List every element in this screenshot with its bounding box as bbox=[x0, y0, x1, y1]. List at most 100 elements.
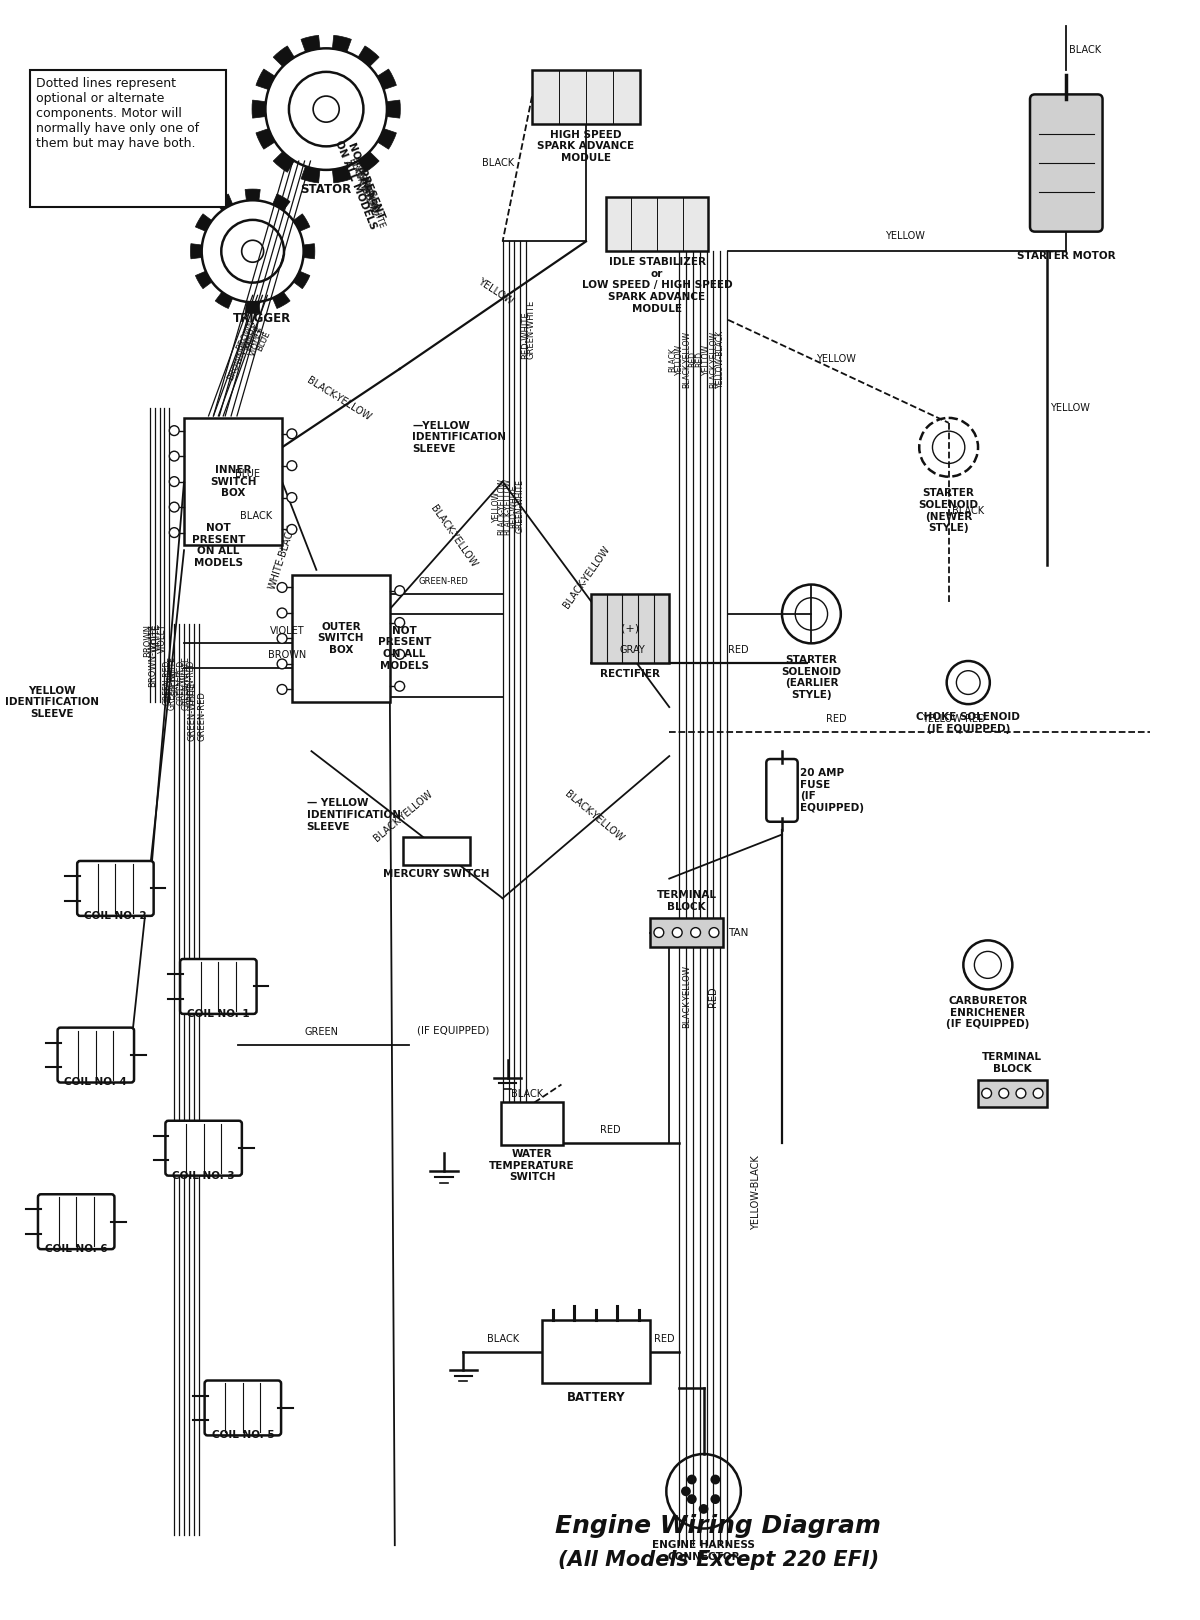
Text: COIL NO. 3: COIL NO. 3 bbox=[173, 1171, 235, 1181]
Text: VIOLET: VIOLET bbox=[158, 624, 167, 653]
Text: Engine Wiring Diagram: Engine Wiring Diagram bbox=[556, 1513, 881, 1537]
Text: BLACK: BLACK bbox=[668, 347, 677, 371]
Text: COIL NO. 1: COIL NO. 1 bbox=[187, 1009, 250, 1019]
Circle shape bbox=[169, 452, 179, 462]
Text: NOT
PRESENT
ON ALL
MODELS: NOT PRESENT ON ALL MODELS bbox=[378, 625, 431, 671]
Wedge shape bbox=[377, 70, 396, 89]
Wedge shape bbox=[332, 36, 352, 52]
Circle shape bbox=[287, 525, 296, 535]
Bar bbox=[292, 575, 390, 701]
Text: YELLOW-BLACK: YELLOW-BLACK bbox=[750, 1155, 761, 1230]
Text: YELLOW: YELLOW bbox=[492, 491, 500, 522]
Text: YELLOW: YELLOW bbox=[884, 232, 924, 241]
Text: BLACK: BLACK bbox=[1069, 45, 1102, 55]
Bar bbox=[606, 198, 708, 251]
Circle shape bbox=[169, 502, 179, 512]
Bar bbox=[532, 70, 640, 123]
Text: OUTER
SWITCH
BOX: OUTER SWITCH BOX bbox=[318, 622, 364, 654]
Wedge shape bbox=[215, 292, 233, 308]
Text: STARTER MOTOR: STARTER MOTOR bbox=[1016, 251, 1116, 261]
FancyBboxPatch shape bbox=[180, 959, 257, 1014]
Text: YELLOW: YELLOW bbox=[674, 343, 684, 374]
Circle shape bbox=[277, 583, 287, 593]
Circle shape bbox=[672, 928, 682, 938]
Text: BLUE: BLUE bbox=[235, 468, 260, 478]
Text: ENGINE HARNESS
CONNECTOR: ENGINE HARNESS CONNECTOR bbox=[652, 1541, 755, 1562]
Circle shape bbox=[277, 659, 287, 669]
Text: RED-WHITE: RED-WHITE bbox=[521, 311, 529, 360]
Text: CHOKE SOLENOID
(IF EQUIPPED): CHOKE SOLENOID (IF EQUIPPED) bbox=[917, 711, 1020, 734]
Circle shape bbox=[710, 1494, 720, 1503]
FancyBboxPatch shape bbox=[38, 1194, 114, 1249]
Circle shape bbox=[395, 586, 404, 596]
Text: BATTERY: BATTERY bbox=[566, 1392, 625, 1405]
Bar bbox=[542, 1320, 649, 1383]
Text: GREEN-WHITE: GREEN-WHITE bbox=[182, 656, 191, 710]
Circle shape bbox=[169, 528, 179, 538]
Text: RED: RED bbox=[696, 352, 704, 368]
Text: COIL NO. 6: COIL NO. 6 bbox=[44, 1244, 108, 1254]
Text: STARTER
SOLENOID
(EARLIER
STYLE): STARTER SOLENOID (EARLIER STYLE) bbox=[781, 654, 841, 700]
Text: RED-WHITE: RED-WHITE bbox=[353, 167, 378, 214]
Circle shape bbox=[654, 928, 664, 938]
Circle shape bbox=[241, 240, 264, 262]
Text: RED-YELLOW: RED-YELLOW bbox=[349, 162, 378, 214]
Wedge shape bbox=[256, 128, 275, 149]
FancyBboxPatch shape bbox=[58, 1027, 134, 1082]
Text: STATOR: STATOR bbox=[300, 183, 352, 196]
Text: —YELLOW
IDENTIFICATION
SLEEVE: —YELLOW IDENTIFICATION SLEEVE bbox=[413, 421, 506, 454]
Text: BLACK-YELLOW: BLACK-YELLOW bbox=[347, 157, 378, 219]
Text: STARTER
SOLENOID
(NEWER
STYLE): STARTER SOLENOID (NEWER STYLE) bbox=[919, 489, 979, 533]
Circle shape bbox=[998, 1089, 1009, 1098]
Text: BLACK: BLACK bbox=[240, 510, 272, 522]
Text: YELLOW: YELLOW bbox=[1050, 403, 1090, 413]
FancyBboxPatch shape bbox=[166, 1121, 242, 1176]
Text: GREEN-RED: GREEN-RED bbox=[197, 692, 206, 742]
Text: BLACK-YELLOW: BLACK-YELLOW bbox=[372, 789, 434, 844]
Wedge shape bbox=[215, 194, 233, 211]
Text: YELLOW-RED: YELLOW-RED bbox=[922, 714, 985, 724]
Text: Dotted lines represent
optional or alternate
components. Motor will
normally hav: Dotted lines represent optional or alter… bbox=[36, 76, 199, 149]
Circle shape bbox=[287, 429, 296, 439]
Text: WHITE: WHITE bbox=[154, 624, 162, 651]
Circle shape bbox=[698, 1503, 708, 1513]
Text: WHITE: WHITE bbox=[245, 324, 264, 353]
Text: TERMINAL
BLOCK: TERMINAL BLOCK bbox=[656, 891, 716, 912]
Text: TERMINAL
BLOCK: TERMINAL BLOCK bbox=[983, 1051, 1043, 1074]
Text: TRIGGER: TRIGGER bbox=[233, 313, 292, 326]
Circle shape bbox=[709, 928, 719, 938]
Circle shape bbox=[287, 492, 296, 502]
Text: GREEN: GREEN bbox=[305, 1027, 338, 1037]
Text: GREEN-RED: GREEN-RED bbox=[187, 659, 196, 705]
Circle shape bbox=[169, 476, 179, 486]
Text: INNER
SWITCH
BOX: INNER SWITCH BOX bbox=[210, 465, 257, 499]
Text: COIL NO. 2: COIL NO. 2 bbox=[84, 910, 146, 920]
Text: GREEN-WHITE: GREEN-WHITE bbox=[167, 656, 176, 710]
Text: GREEN-RED: GREEN-RED bbox=[162, 659, 172, 705]
FancyBboxPatch shape bbox=[1030, 94, 1103, 232]
Wedge shape bbox=[304, 243, 314, 259]
Text: BLACK-YELLOW: BLACK-YELLOW bbox=[562, 544, 612, 609]
Text: NOT
PRESENT
ON ALL
MODELS: NOT PRESENT ON ALL MODELS bbox=[192, 523, 245, 567]
Wedge shape bbox=[245, 301, 260, 313]
Text: (IF EQUIPPED): (IF EQUIPPED) bbox=[418, 1025, 490, 1035]
Text: BLACK: BLACK bbox=[511, 1089, 544, 1100]
Wedge shape bbox=[274, 152, 294, 172]
Text: RED: RED bbox=[600, 1126, 620, 1136]
Circle shape bbox=[691, 928, 701, 938]
Circle shape bbox=[982, 1089, 991, 1098]
Text: YELLOW: YELLOW bbox=[702, 343, 712, 374]
Text: (+): (+) bbox=[620, 624, 640, 633]
Circle shape bbox=[169, 426, 179, 436]
Text: RED: RED bbox=[708, 987, 719, 1006]
Circle shape bbox=[686, 1474, 697, 1484]
Circle shape bbox=[395, 682, 404, 692]
Text: GRAY: GRAY bbox=[619, 645, 644, 654]
FancyBboxPatch shape bbox=[205, 1380, 281, 1435]
Text: BROWN-WHITE: BROWN-WHITE bbox=[226, 321, 260, 382]
Text: GREEN: GREEN bbox=[172, 669, 181, 697]
Text: BLACK-YELLOW: BLACK-YELLOW bbox=[498, 478, 506, 535]
Text: — YELLOW
IDENTIFICATION
SLEEVE: — YELLOW IDENTIFICATION SLEEVE bbox=[306, 799, 401, 831]
Text: YELLOW-BLACK: YELLOW-BLACK bbox=[716, 330, 725, 389]
Bar bbox=[590, 595, 670, 663]
